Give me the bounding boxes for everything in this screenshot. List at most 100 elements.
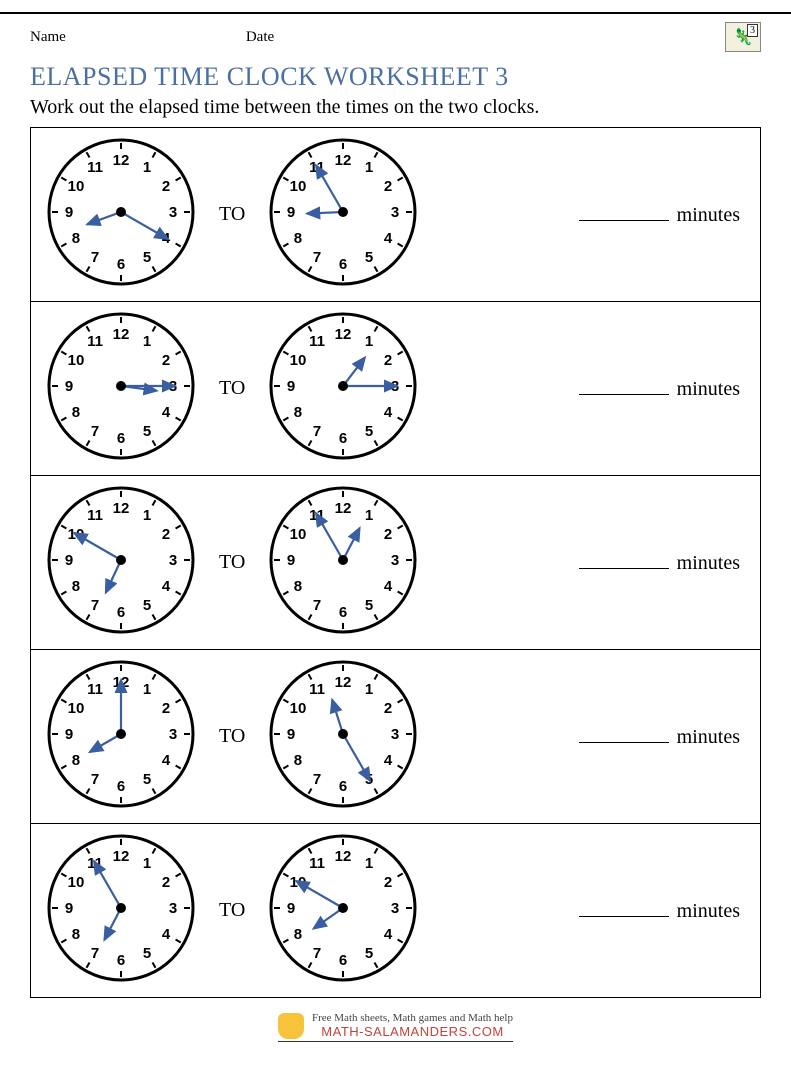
svg-text:12: 12 (335, 848, 352, 865)
svg-text:5: 5 (365, 249, 373, 266)
svg-text:3: 3 (391, 552, 399, 569)
clock-from: 123456789101112 (45, 136, 197, 293)
svg-text:7: 7 (91, 597, 99, 614)
svg-text:9: 9 (287, 726, 295, 743)
svg-text:1: 1 (143, 159, 151, 176)
svg-text:10: 10 (290, 700, 307, 717)
footer: Free Math sheets, Math games and Math he… (30, 1012, 761, 1042)
svg-text:1: 1 (365, 333, 373, 350)
svg-text:8: 8 (72, 230, 80, 247)
salamander-icon (278, 1013, 304, 1039)
svg-text:8: 8 (72, 404, 80, 421)
svg-text:4: 4 (384, 752, 393, 769)
worksheet-title: ELAPSED TIME CLOCK WORKSHEET 3 (30, 62, 761, 92)
answer-blank[interactable] (579, 899, 669, 917)
svg-text:10: 10 (68, 700, 85, 717)
answer-area: minutes (433, 551, 746, 575)
clock-face: 123456789101112 (267, 658, 419, 810)
svg-text:1: 1 (143, 507, 151, 524)
svg-text:9: 9 (65, 204, 73, 221)
answer-blank[interactable] (579, 725, 669, 743)
svg-text:9: 9 (65, 900, 73, 917)
svg-text:9: 9 (287, 900, 295, 917)
problem-row: 123456789101112TO123456789101112minutes (31, 128, 760, 302)
svg-text:1: 1 (143, 855, 151, 872)
svg-text:6: 6 (117, 256, 125, 273)
svg-text:2: 2 (384, 178, 392, 195)
svg-text:4: 4 (384, 404, 393, 421)
answer-blank[interactable] (579, 377, 669, 395)
svg-text:5: 5 (143, 771, 151, 788)
worksheet-page: Name Date 🦎 3 ELAPSED TIME CLOCK WORKSHE… (0, 12, 791, 1062)
answer-blank[interactable] (579, 203, 669, 221)
svg-text:10: 10 (68, 178, 85, 195)
svg-text:5: 5 (365, 423, 373, 440)
svg-text:8: 8 (294, 752, 302, 769)
svg-text:1: 1 (143, 681, 151, 698)
svg-text:9: 9 (287, 204, 295, 221)
clock-face: 123456789101112 (267, 484, 419, 636)
svg-text:3: 3 (169, 900, 177, 917)
svg-text:8: 8 (294, 578, 302, 595)
clock-from: 123456789101112 (45, 832, 197, 989)
svg-text:12: 12 (335, 152, 352, 169)
problem-row: 123456789101112TO123456789101112minutes (31, 302, 760, 476)
answer-unit: minutes (677, 552, 740, 575)
svg-text:8: 8 (294, 230, 302, 247)
svg-text:7: 7 (313, 771, 321, 788)
svg-text:5: 5 (365, 597, 373, 614)
grade-logo: 🦎 3 (725, 22, 761, 52)
hour-hand (307, 212, 343, 214)
svg-text:5: 5 (143, 423, 151, 440)
svg-text:5: 5 (143, 945, 151, 962)
svg-text:12: 12 (113, 326, 130, 343)
svg-text:8: 8 (72, 578, 80, 595)
svg-text:9: 9 (287, 552, 295, 569)
svg-text:5: 5 (143, 597, 151, 614)
svg-text:10: 10 (290, 352, 307, 369)
svg-text:12: 12 (113, 152, 130, 169)
svg-text:3: 3 (169, 726, 177, 743)
problem-row: 123456789101112TO123456789101112minutes (31, 476, 760, 650)
name-label: Name (30, 29, 66, 46)
to-label: TO (211, 203, 253, 226)
clock-to: 123456789101112 (267, 658, 419, 815)
svg-text:11: 11 (309, 681, 325, 698)
to-label: TO (211, 725, 253, 748)
svg-text:12: 12 (335, 674, 352, 691)
svg-text:9: 9 (65, 726, 73, 743)
svg-text:6: 6 (117, 430, 125, 447)
footer-tagline: Free Math sheets, Math games and Math he… (312, 1012, 513, 1024)
svg-text:12: 12 (335, 500, 352, 517)
svg-text:6: 6 (339, 952, 347, 969)
svg-text:4: 4 (162, 578, 171, 595)
clock-to: 123456789101112 (267, 832, 419, 989)
svg-text:4: 4 (162, 752, 171, 769)
svg-text:4: 4 (162, 404, 171, 421)
svg-text:7: 7 (313, 945, 321, 962)
svg-text:11: 11 (87, 159, 103, 176)
svg-text:12: 12 (335, 326, 352, 343)
answer-unit: minutes (677, 204, 740, 227)
clock-from: 123456789101112 (45, 310, 197, 467)
answer-blank[interactable] (579, 551, 669, 569)
problem-row: 123456789101112TO123456789101112minutes (31, 824, 760, 997)
svg-text:5: 5 (365, 945, 373, 962)
clock-face: 123456789101112 (45, 310, 197, 462)
answer-area: minutes (433, 377, 746, 401)
date-label: Date (246, 29, 274, 46)
svg-text:8: 8 (294, 926, 302, 943)
grade-badge: 3 (747, 24, 758, 37)
clock-face: 123456789101112 (267, 136, 419, 288)
svg-text:7: 7 (313, 597, 321, 614)
svg-text:12: 12 (113, 500, 130, 517)
svg-text:6: 6 (117, 952, 125, 969)
clock-from: 123456789101112 (45, 484, 197, 641)
problems-container: 123456789101112TO123456789101112minutes1… (30, 127, 761, 998)
svg-text:2: 2 (162, 700, 170, 717)
svg-text:11: 11 (87, 681, 103, 698)
svg-text:2: 2 (384, 874, 392, 891)
svg-text:2: 2 (162, 178, 170, 195)
answer-unit: minutes (677, 726, 740, 749)
svg-text:6: 6 (339, 430, 347, 447)
